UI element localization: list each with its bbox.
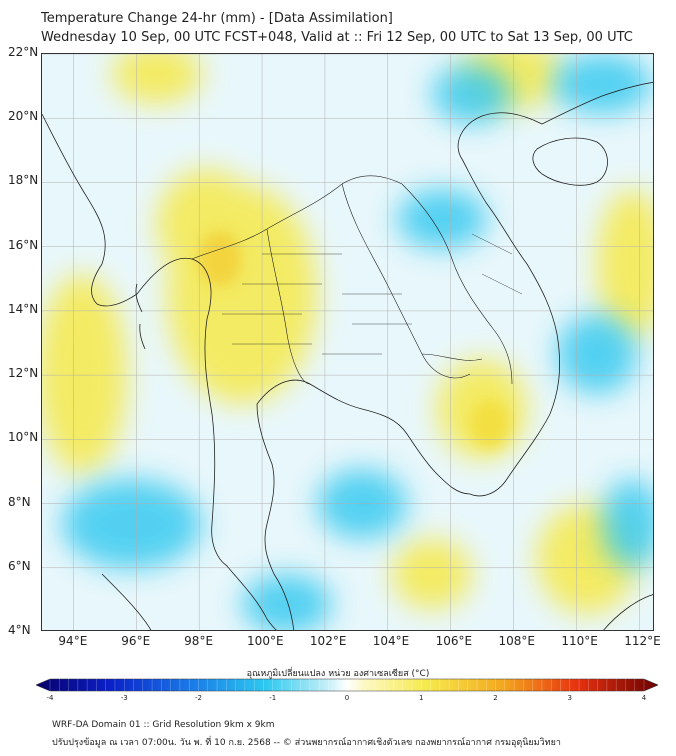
- lon-label: 100°E: [247, 634, 284, 648]
- warm-anomaly-andaman: [42, 274, 127, 474]
- lon-label: 96°E: [121, 634, 151, 648]
- lat-label: 18°N: [8, 173, 39, 188]
- cool-anomaly-east-sea: [557, 314, 637, 394]
- lon-label: 102°E: [309, 634, 347, 648]
- colorbar-tick-label: -3: [120, 694, 128, 702]
- colorbar-tick-label: -1: [269, 694, 277, 702]
- lon-label: 106°E: [435, 634, 473, 648]
- warm-core-myanmar-border: [198, 231, 242, 287]
- lon-label: 104°E: [372, 634, 410, 648]
- lat-label: 4°N: [8, 623, 31, 637]
- colorbar-tick-label: 3: [567, 694, 572, 702]
- lat-label: 10°N: [8, 430, 39, 445]
- cool-anomaly-southwest: [62, 479, 202, 569]
- lat-label: 12°N: [8, 366, 39, 381]
- cool-anomaly-north: [432, 64, 512, 124]
- temperature-map: [42, 54, 653, 630]
- colorbar-tick-label: 1: [419, 694, 424, 702]
- colorbar-tick-label: -2: [195, 694, 202, 702]
- map-title: Temperature Change 24-hr (mm) - [Data As…: [41, 11, 393, 26]
- map-subtitle: Wednesday 10 Sep, 00 UTC FCST+048, Valid…: [41, 30, 633, 45]
- coastlines-and-borders: [42, 81, 653, 630]
- footer-model-info: WRF-DA Domain 01 :: Grid Resolution 9km …: [52, 720, 275, 730]
- colorbar-title: อุณหภูมิเปลี่ยนแปลง หน่วย องศาเซลเซียส (…: [246, 669, 430, 679]
- lat-label: 16°N: [8, 237, 39, 252]
- lat-label: 8°N: [8, 494, 31, 509]
- lat-label: 14°N: [8, 301, 39, 316]
- lon-label: 110°E: [561, 634, 598, 648]
- map-panel: [41, 53, 654, 631]
- colorbar: [36, 678, 658, 692]
- cool-anomaly-laos: [397, 189, 487, 249]
- lon-label: 108°E: [498, 634, 536, 648]
- temperature-field: [42, 54, 653, 630]
- colorbar-tick-label: 0: [344, 694, 350, 702]
- colorbar-tick-label: 4: [641, 694, 647, 702]
- lon-label: 94°E: [58, 634, 88, 648]
- cool-anomaly-gulf: [317, 469, 407, 539]
- colorbar-tick-label: -4: [46, 694, 54, 702]
- lat-label: 22°N: [8, 45, 39, 59]
- warm-anomaly-south-sea: [392, 539, 472, 609]
- colorbar-tick-label: 2: [493, 694, 498, 702]
- lat-label: 20°N: [8, 109, 39, 124]
- lon-label: 112°E: [624, 634, 661, 648]
- warm-core-cambodia: [470, 400, 510, 448]
- cool-anomaly-south: [242, 574, 332, 630]
- warm-anomaly-northwest: [112, 54, 202, 104]
- cool-anomaly-far-southeast: [602, 479, 653, 569]
- footer-credit: ปรับปรุงข้อมูล ณ เวลา 07:00น. วัน พ. ที่…: [52, 738, 561, 748]
- lon-label: 98°E: [184, 634, 214, 648]
- warm-anomaly-east: [597, 189, 653, 339]
- lat-label: 6°N: [8, 558, 31, 573]
- cool-anomaly-northeast: [552, 54, 652, 114]
